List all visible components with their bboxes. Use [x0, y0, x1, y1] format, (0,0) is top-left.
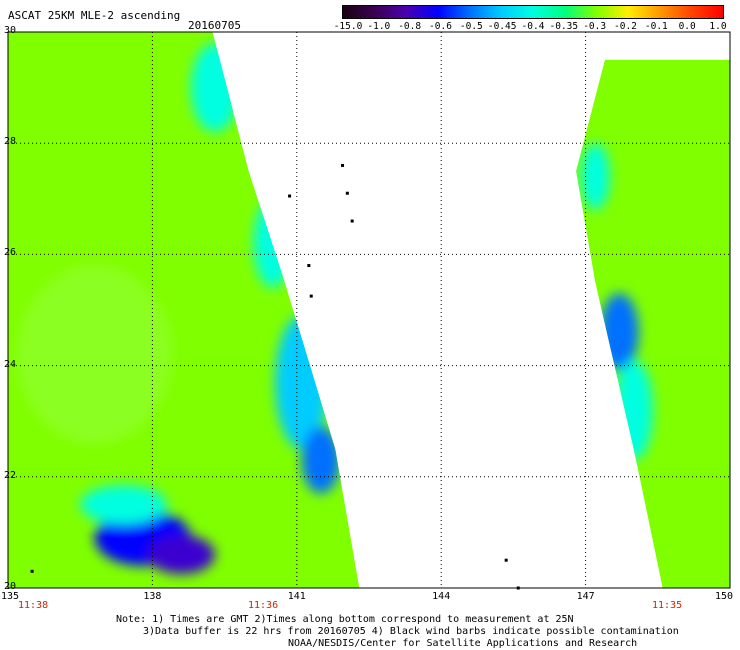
west-swath [8, 32, 360, 588]
east-swath [576, 59, 730, 589]
wind-patch [600, 293, 639, 372]
wind-patch [614, 360, 653, 461]
island-marker [30, 569, 34, 573]
island-marker [307, 264, 311, 268]
island-marker [504, 558, 508, 562]
wind-patch [147, 535, 215, 575]
wind-patch [17, 265, 172, 444]
wind-patch [580, 143, 610, 210]
longitude-label: 150 [714, 591, 734, 602]
colorbar-tick-label: -0.6 [429, 21, 452, 32]
latitude-label: 30 [4, 25, 17, 36]
wind-patch [190, 43, 240, 133]
product-title: ASCAT 25KM MLE-2 ascending [8, 9, 181, 22]
note-line-3: NOAA/NESDIS/Center for Satellite Applica… [288, 638, 638, 649]
colorbar-tick-label: -15.0 [333, 21, 363, 32]
colorbar [342, 5, 724, 19]
east-swath-fill [576, 59, 730, 589]
colorbar-tick-label: -0.2 [614, 21, 637, 32]
longitude-label: 138 [143, 591, 162, 602]
latitude-label: 22 [4, 469, 17, 481]
latitude-label: 26 [4, 247, 17, 259]
map-frame [7, 31, 731, 589]
swath-layer [8, 32, 730, 589]
wind-patch [253, 198, 292, 288]
colorbar-tick-label: 1.0 [709, 21, 727, 32]
colorbar-tick-label: -0.35 [549, 21, 579, 32]
longitude-label: 135 [0, 591, 20, 602]
time-label-west: 11:38 [18, 600, 49, 611]
colorbar-tick-label: -0.3 [583, 21, 607, 32]
latitude-label: 20 [4, 581, 17, 592]
longitude-label: 147 [576, 591, 595, 602]
longitude-label: 141 [287, 591, 306, 602]
island-marker [345, 191, 349, 195]
island-marker [350, 219, 354, 223]
latitude-label: 24 [4, 358, 17, 370]
colorbar-tick-label: -0.1 [644, 21, 668, 32]
wind-patch [80, 485, 167, 525]
longitude-label: 144 [432, 591, 451, 602]
colorbar-tick-label: -0.5 [459, 21, 483, 32]
colorbar-tick-label: 0.0 [678, 21, 696, 32]
colorbar-tick-label: -1.0 [367, 21, 391, 32]
island-marker [288, 194, 292, 198]
note-line-2: 3)Data buffer is 22 hrs from 20160705 4)… [143, 626, 679, 637]
time-label-middle: 11:36 [248, 600, 279, 611]
note-line-1: Note: 1) Times are GMT 2)Times along bot… [116, 614, 574, 625]
time-label-east: 11:35 [652, 600, 683, 611]
colorbar-tick-label: -0.8 [398, 21, 422, 32]
colorbar-tick-label: -0.45 [487, 21, 517, 32]
island-marker [309, 294, 313, 298]
island-marker [341, 163, 345, 167]
colorbar-tick-label: -0.4 [521, 21, 545, 32]
wind-patch [301, 426, 341, 494]
west-swath-fill [8, 32, 360, 588]
latitude-label: 28 [4, 136, 17, 148]
product-date: 20160705 [188, 19, 241, 32]
